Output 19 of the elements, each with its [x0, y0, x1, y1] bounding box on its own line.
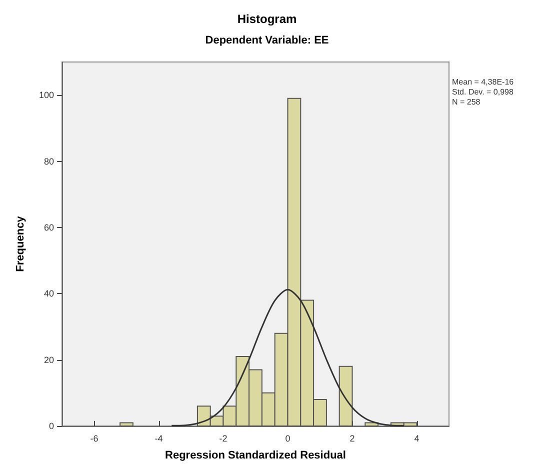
y-tick-label: 100	[38, 90, 54, 100]
y-axis-title: Frequency	[14, 215, 26, 272]
y-tick-label: 0	[48, 421, 54, 431]
y-tick-label: 60	[44, 222, 54, 232]
x-tick-label: 2	[350, 434, 355, 444]
x-tick-label: -6	[90, 434, 98, 444]
x-axis-title: Regression Standardized Residual	[165, 450, 346, 462]
text: Mean = 4,38E-16	[452, 78, 514, 86]
text: N = 258	[452, 98, 481, 106]
y-tick-label: 40	[44, 288, 54, 299]
text: Std. Dev. = 0,998	[452, 88, 514, 96]
x-tick-label: -4	[154, 434, 163, 444]
x-tick-label: 0	[285, 434, 290, 444]
y-tick-label: 20	[44, 354, 54, 365]
y-tick-label: 80	[44, 156, 54, 166]
x-tick-label: -2	[219, 434, 228, 444]
x-tick-label: 4	[414, 434, 420, 444]
chart-subtitle: Dependent Variable: EE	[205, 34, 329, 46]
chart-title: Histogram	[237, 12, 297, 26]
